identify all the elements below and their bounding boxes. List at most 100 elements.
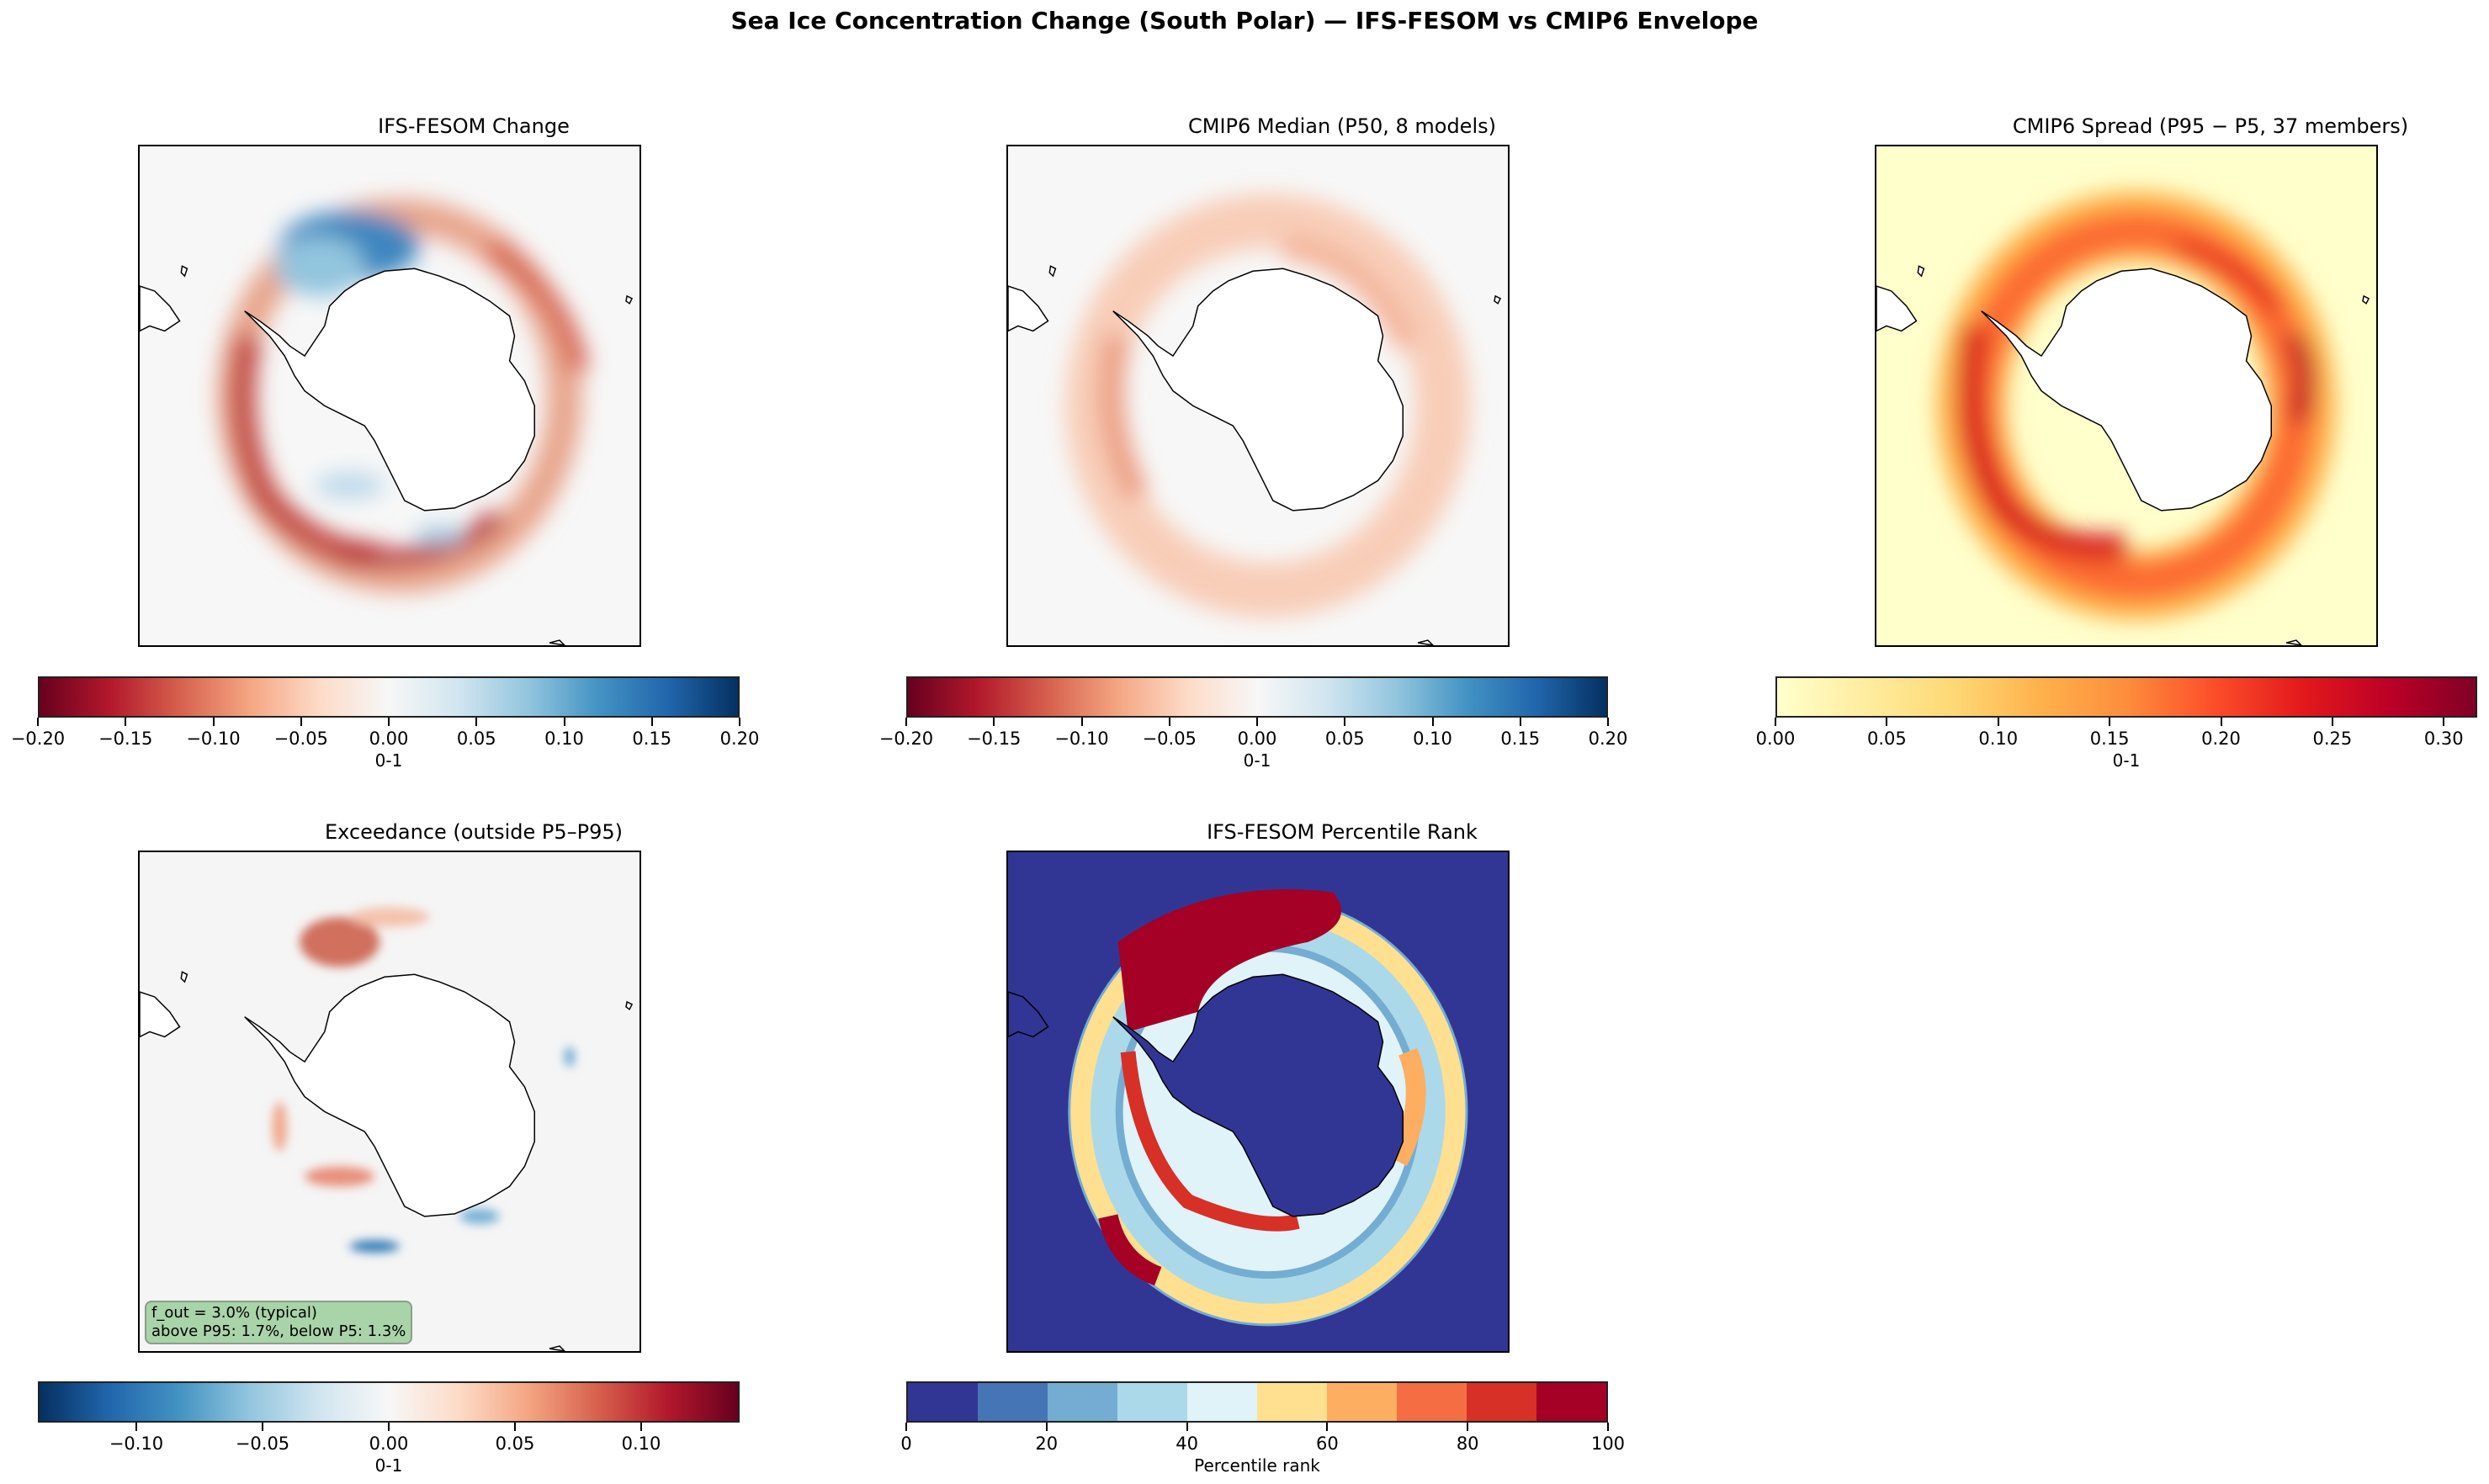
colorbar-tick-label: −0.10 — [1054, 729, 1109, 749]
colorbar-tick-label: 0.15 — [632, 729, 672, 749]
colorbar-tick — [993, 718, 995, 726]
colorbar-tick-label: −0.05 — [235, 1434, 290, 1454]
colorbar-tick-label: 20 — [1035, 1434, 1059, 1454]
colorbar-4 — [38, 1381, 740, 1423]
colorbar-label: Percentile rank — [1194, 1455, 1320, 1476]
colorbar-tick — [1775, 718, 1776, 726]
panel-title-ifs-change: IFS-FESOM Change — [378, 114, 570, 138]
colorbar-tick-label: 100 — [1590, 1434, 1626, 1454]
colorbar-label: 0-1 — [374, 1455, 403, 1476]
annotation-line-1: f_out = 3.0% (typical) — [151, 1304, 317, 1322]
colorbar-tick-label: 0.20 — [1588, 729, 1628, 749]
annotation-line-2: above P95: 1.7%, below P5: 1.3% — [151, 1322, 406, 1340]
colorbar-tick-label: 0.00 — [369, 729, 409, 749]
colorbar-tick-label: −0.10 — [109, 1434, 164, 1454]
colorbar-tick — [2109, 718, 2111, 726]
colorbar-5 — [906, 1381, 1608, 1423]
colorbar-tick — [1080, 718, 1083, 726]
panel-title-exceedance: Exceedance (outside P5–P95) — [325, 820, 623, 844]
colorbar-tick — [300, 718, 302, 726]
colorbar-tick-label: 0.25 — [2312, 729, 2353, 749]
colorbar-tick — [1168, 718, 1170, 726]
map-ifs-change — [138, 145, 641, 647]
colorbar-tick — [563, 718, 565, 726]
exceedance-annotation: f_out = 3.0% (typical) above P95: 1.7%, … — [145, 1301, 413, 1344]
colorbar-tick-label: 0.10 — [621, 1434, 661, 1454]
colorbar-tick — [739, 718, 740, 726]
decline-band-south — [338, 509, 506, 568]
colorbar-tick-label: 0.00 — [1237, 729, 1277, 749]
colorbar-tick — [212, 718, 215, 726]
colorbar-tick — [1607, 718, 1609, 726]
colorbar-tick — [905, 1423, 907, 1431]
colorbar-tick — [388, 718, 390, 726]
colorbar-tick-label: 0.20 — [2201, 729, 2241, 749]
colorbar-tick-label: 0.05 — [1866, 729, 1907, 749]
figure-title: Sea Ice Concentration Change (South Pola… — [730, 7, 1759, 34]
colorbar-tick-label: 0 — [900, 1434, 912, 1454]
colorbar-tick — [1344, 718, 1346, 726]
colorbar-tick-label: 40 — [1176, 1434, 1198, 1454]
colorbar-tick — [640, 1423, 642, 1431]
colorbar-tick-label: −0.10 — [186, 729, 241, 749]
colorbar-tick-label: −0.20 — [878, 729, 934, 749]
colorbar-tick-label: −0.15 — [98, 729, 153, 749]
colorbar-tick-label: 0.20 — [719, 729, 760, 749]
colorbar-tick-label: 0.00 — [369, 1434, 409, 1454]
colorbar-tick — [475, 718, 478, 726]
colorbar-tick-label: 0.05 — [495, 1434, 535, 1454]
colorbar-label: 0-1 — [374, 750, 403, 771]
colorbar-tick — [1431, 718, 1434, 726]
colorbar-tick-label: −0.05 — [1142, 729, 1197, 749]
colorbar-tick — [135, 1423, 137, 1431]
colorbar-tick — [905, 718, 907, 726]
colorbar-tick-label: 80 — [1456, 1434, 1479, 1454]
colorbar-1 — [38, 676, 740, 718]
colorbar-tick — [1997, 718, 1999, 726]
colorbar-tick — [388, 1423, 390, 1431]
colorbar-tick-label: −0.05 — [273, 729, 328, 749]
colorbar-tick-label: 0.05 — [456, 729, 496, 749]
colorbar-tick-label: 0.30 — [2423, 729, 2464, 749]
colorbar-tick — [1607, 1423, 1609, 1431]
colorbar-tick — [2331, 718, 2333, 726]
panel-title-percentile-rank: IFS-FESOM Percentile Rank — [1207, 820, 1478, 844]
panel-title-cmip6-median: CMIP6 Median (P50, 8 models) — [1188, 114, 1496, 138]
colorbar-tick-label: 0.05 — [1324, 729, 1365, 749]
colorbar-tick — [1256, 718, 1258, 726]
colorbar-label: 0-1 — [2112, 750, 2141, 771]
colorbar-tick — [262, 1423, 263, 1431]
colorbar-tick-label: 0.15 — [2089, 729, 2130, 749]
ice-edge-ring — [1065, 193, 1471, 618]
colorbar-tick-label: −0.20 — [10, 729, 66, 749]
colorbar-tick-label: 0.10 — [1413, 729, 1452, 749]
colorbar-label: 0-1 — [1243, 750, 1271, 771]
colorbar-tick-label: 0.10 — [544, 729, 584, 749]
colorbar-tick — [650, 718, 653, 726]
colorbar-tick-label: 0.15 — [1500, 729, 1541, 749]
colorbar-tick — [1186, 1423, 1188, 1431]
colorbar-tick — [37, 718, 39, 726]
colorbar-3 — [1775, 676, 2477, 718]
map-percentile-rank — [1006, 851, 1510, 1353]
colorbar-tick-label: 0.00 — [1755, 729, 1796, 749]
decline-band-west — [230, 332, 380, 569]
colorbar-tick-label: −0.15 — [967, 729, 1022, 749]
colorbar-tick — [1467, 1423, 1469, 1431]
map-cmip6-spread — [1875, 145, 2378, 647]
colorbar-tick — [1886, 718, 1888, 726]
map-cmip6-median — [1006, 145, 1510, 647]
map-exceedance — [138, 851, 641, 1353]
colorbar-tick — [1326, 1423, 1329, 1431]
colorbar-tick — [2220, 718, 2222, 726]
colorbar-2 — [906, 676, 1608, 718]
colorbar-tick — [1519, 718, 1521, 726]
panel-title-cmip6-spread: CMIP6 Spread (P95 − P5, 37 members) — [2012, 114, 2409, 138]
decline-band-east — [484, 237, 590, 374]
colorbar-tick — [2443, 718, 2445, 726]
colorbar-tick — [125, 718, 127, 726]
colorbar-tick-label: 60 — [1316, 1434, 1339, 1454]
colorbar-tick-label: 0.10 — [1978, 729, 2019, 749]
colorbar-tick — [1045, 1423, 1048, 1431]
colorbar-tick — [514, 1423, 516, 1431]
